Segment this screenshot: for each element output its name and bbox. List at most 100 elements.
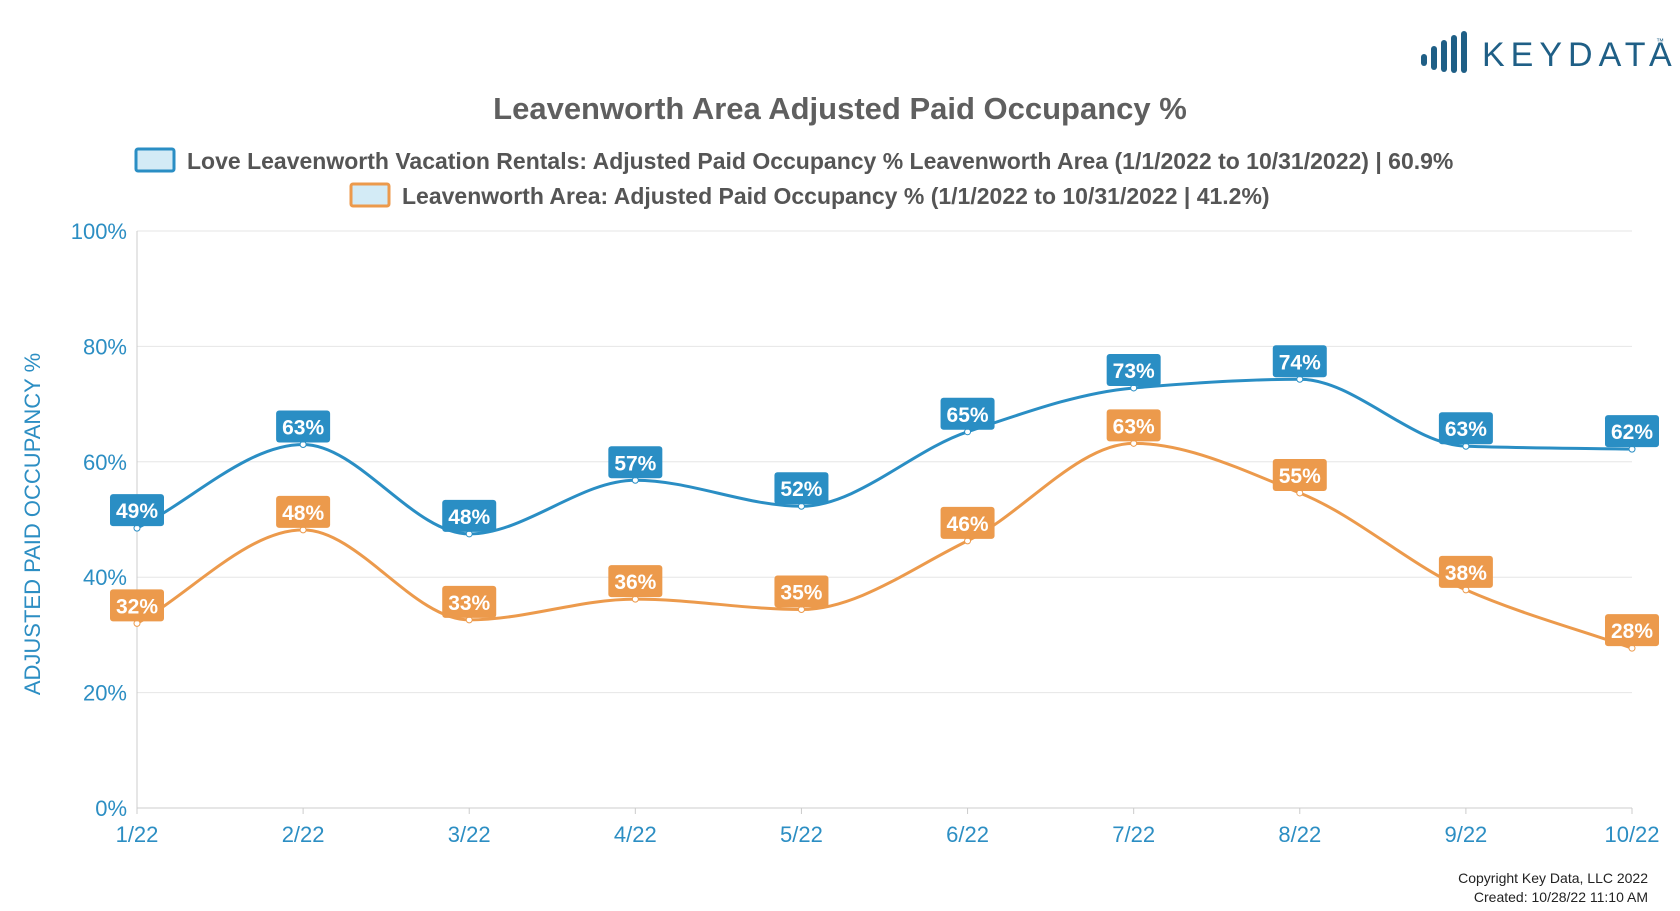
legend-label-series-2: Leavenworth Area: Adjusted Paid Occupanc… (402, 183, 1270, 209)
y-tick-label: 0% (95, 796, 127, 821)
series-2-data-label: 32% (110, 589, 164, 622)
data-label-box (1272, 458, 1327, 491)
legend-swatch-series-1 (134, 147, 176, 173)
data-label-box (1106, 353, 1161, 386)
gridlines (137, 230, 1632, 694)
series-lines (133, 375, 1636, 652)
series-2-data-label: 55% (1272, 458, 1327, 491)
data-label-text: 63% (1445, 418, 1487, 441)
data-labels: 49% 63% 48% 57% 52% 65% 73% 74% 63% 62% 32% 48% 33% 3… (110, 345, 1659, 647)
y-tick-label: 40% (83, 565, 127, 590)
series-1-data-label: 52% (774, 472, 829, 505)
x-tick-label: 8/22 (1278, 822, 1321, 847)
series-2-data-label: 36% (608, 565, 663, 598)
series-2-data-label: 63% (1106, 409, 1161, 442)
legend-swatch-series-2 (349, 182, 391, 208)
data-label-box (110, 494, 164, 527)
y-tick-label: 80% (83, 334, 127, 359)
data-label-text: 52% (780, 478, 822, 501)
x-tick-label: 4/22 (614, 822, 657, 847)
series-1-data-label: 74% (1272, 345, 1327, 378)
data-label-box (1438, 412, 1493, 445)
created-text: Created: 10/28/22 11:10 AM (1474, 889, 1648, 905)
axes (136, 231, 1632, 809)
y-tick-label: 100% (71, 219, 127, 244)
data-label-text: 73% (1113, 360, 1155, 383)
x-axis-ticks: 1/22 2/22 3/22 4/22 5/22 6/22 7/22 8/22 9/22 10/2… (116, 808, 1660, 847)
data-label-box (110, 589, 164, 622)
copyright-text: Copyright Key Data, LLC 2022 (1458, 870, 1648, 886)
data-label-text: 63% (1113, 415, 1155, 438)
series-2-data-label: 35% (774, 575, 829, 608)
data-label-box (608, 565, 663, 598)
data-label-text: 74% (1279, 351, 1321, 374)
data-label-text: 57% (614, 452, 656, 475)
data-label-box (442, 585, 497, 618)
data-label-text: 32% (116, 595, 158, 618)
y-axis-ticks: 0% 20% 40% 60% 80% 100% (71, 219, 127, 821)
data-label-text: 55% (1279, 465, 1321, 488)
data-label-text: 28% (1611, 620, 1653, 643)
data-label-box (608, 446, 663, 479)
series-2-data-label: 33% (442, 585, 497, 618)
data-label-text: 38% (1445, 562, 1487, 585)
brand-name: KEYDATA (1482, 36, 1678, 74)
legend-item-series-2[interactable]: Leavenworth Area: Adjusted Paid Occupanc… (349, 182, 1270, 209)
data-label-box (1605, 415, 1659, 448)
data-label-box (1106, 409, 1161, 442)
data-label-text: 48% (448, 506, 490, 529)
series-2-line (136, 441, 1633, 650)
data-label-box (276, 495, 331, 528)
data-label-text: 62% (1611, 421, 1653, 444)
data-label-text: 33% (448, 592, 490, 615)
legend-label-series-1: Love Leavenworth Vacation Rentals: Adjus… (187, 148, 1453, 174)
data-label-box (940, 397, 995, 430)
data-label-box (276, 410, 331, 443)
chart-title: Leavenworth Area Adjusted Paid Occupancy… (493, 91, 1187, 126)
data-label-box (1605, 614, 1659, 647)
data-label-box (774, 575, 829, 608)
keydata-bars-icon (1421, 31, 1467, 73)
data-label-box (442, 499, 497, 532)
data-label-text: 65% (947, 404, 989, 427)
series-2-data-label: 48% (276, 495, 331, 528)
data-label-text: 46% (947, 513, 989, 536)
x-tick-label: 9/22 (1444, 822, 1487, 847)
legend: Love Leavenworth Vacation Rentals: Adjus… (134, 147, 1453, 209)
keydata-logo: KEYDATA ™ (1421, 31, 1678, 74)
x-tick-label: 6/22 (946, 822, 989, 847)
data-label-text: 49% (116, 500, 158, 523)
series-1-data-label: 63% (1438, 412, 1493, 445)
series-2-data-label: 38% (1438, 555, 1493, 588)
data-label-box (1272, 345, 1327, 378)
data-label-text: 48% (282, 502, 324, 525)
x-tick-label: 10/22 (1604, 822, 1659, 847)
series-1-line (136, 377, 1633, 536)
data-label-box (774, 472, 829, 505)
data-label-text: 36% (614, 571, 656, 594)
y-tick-label: 20% (83, 681, 127, 706)
legend-item-series-1[interactable]: Love Leavenworth Vacation Rentals: Adjus… (134, 147, 1453, 174)
x-tick-label: 5/22 (780, 822, 823, 847)
data-label-box (1438, 555, 1493, 588)
brand-trademark: ™ (1656, 37, 1664, 46)
series-1-data-label: 63% (276, 410, 331, 443)
series-1-data-label: 48% (442, 499, 497, 532)
series-1-data-label: 73% (1106, 353, 1161, 386)
series-1-data-label: 62% (1605, 415, 1659, 448)
data-label-text: 35% (780, 582, 822, 605)
x-tick-label: 3/22 (448, 822, 491, 847)
x-tick-label: 2/22 (282, 822, 325, 847)
data-label-box (940, 506, 995, 539)
series-1-data-label: 57% (608, 446, 663, 479)
series-1-data-label: 65% (940, 397, 995, 430)
y-tick-label: 60% (83, 450, 127, 475)
x-tick-label: 7/22 (1112, 822, 1155, 847)
data-label-text: 63% (282, 416, 324, 439)
series-1-data-label: 49% (110, 494, 164, 527)
y-axis-label: ADJUSTED PAID OCCUPANCY % (20, 353, 45, 695)
series-2-data-label: 28% (1605, 614, 1659, 647)
x-tick-label: 1/22 (116, 822, 159, 847)
series-2-data-label: 46% (940, 506, 995, 539)
